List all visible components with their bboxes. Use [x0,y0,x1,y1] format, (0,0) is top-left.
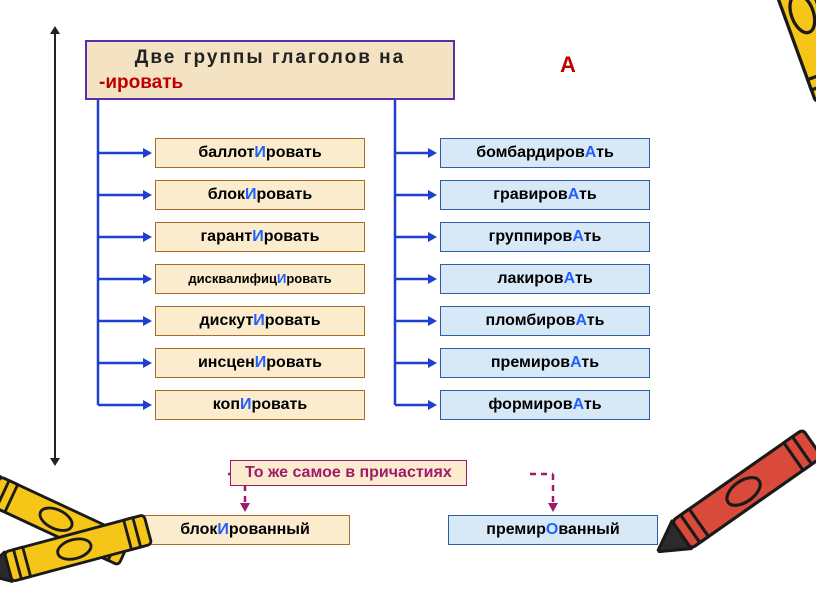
word-stress: А [573,396,584,413]
word-post: ть [584,228,602,245]
right-word-2: группировАть [440,222,650,252]
word-stress: А [568,186,579,203]
word-post: ровать [265,312,321,329]
word-pre: дискут [199,312,253,329]
word-stress: А [575,312,586,329]
title-suffix: -ировать [99,71,441,96]
word-pre: бомбардиров [476,144,585,161]
word-pre: формиров [488,396,572,413]
word-pre: гарант [201,228,253,245]
right-word-5: премировАть [440,348,650,378]
word-pre: блок [208,186,245,203]
word-post: ровать [266,354,322,371]
right-word-6: формировАть [440,390,650,420]
word-stress: И [252,228,264,245]
bottom-right-word: премирОванный [448,515,658,545]
word-stress: О [546,521,558,538]
word-pre: лакиров [497,270,563,287]
word-stress: И [253,312,265,329]
left-word-3: дисквалифицИровать [155,264,365,294]
word-post: ванный [558,521,619,538]
word-stress: А [585,144,596,161]
word-stress: И [217,521,229,538]
word-post: ть [584,396,602,413]
word-post: ровать [256,186,312,203]
crayon-bottom-right [646,414,816,573]
word-pre: блок [180,521,217,538]
word-post: ть [579,186,597,203]
diagram-stage: Две группы глаголов на-ироватьАбаллотИро… [0,0,816,613]
word-stress: И [245,186,257,203]
right-word-1: гравировАть [440,180,650,210]
word-stress: И [240,396,252,413]
bottom-left-word: блокИрованный [140,515,350,545]
title-line1: Две группы глаголов на [99,46,441,71]
word-pre: премир [486,521,546,538]
word-pre: баллот [198,144,254,161]
right-word-0: бомбардировАть [440,138,650,168]
right-word-3: лакировАть [440,264,650,294]
word-pre: инсцен [198,354,255,371]
title-box: Две группы глаголов на-ировать [85,40,455,100]
left-word-1: блокИровать [155,180,365,210]
word-pre: пломбиров [486,312,576,329]
word-post: ровать [264,228,320,245]
left-word-4: дискутИровать [155,306,365,336]
word-pre: гравиров [493,186,567,203]
word-pre: премиров [491,354,570,371]
subtitle: То же самое в причастиях [230,460,467,486]
word-post: ровать [251,396,307,413]
word-post: ть [575,270,593,287]
crayon-top-right [739,0,816,126]
word-post: рованный [229,521,310,538]
badge-a: А [560,52,576,78]
word-pre: группиров [489,228,573,245]
left-word-2: гарантИровать [155,222,365,252]
left-word-5: инсценИровать [155,348,365,378]
word-post: ть [596,144,614,161]
left-word-6: копИровать [155,390,365,420]
word-post: ть [581,354,599,371]
word-pre: коп [213,396,240,413]
word-stress: А [572,228,583,245]
word-stress: И [254,144,266,161]
word-post: ровать [286,271,331,286]
word-stress: И [277,271,286,286]
right-word-4: пломбировАть [440,306,650,336]
word-pre: дисквалифиц [188,271,277,286]
word-stress: А [564,270,575,287]
left-word-0: баллотИровать [155,138,365,168]
word-stress: А [570,354,581,371]
word-stress: И [255,354,267,371]
word-post: ть [587,312,605,329]
word-post: ровать [266,144,322,161]
